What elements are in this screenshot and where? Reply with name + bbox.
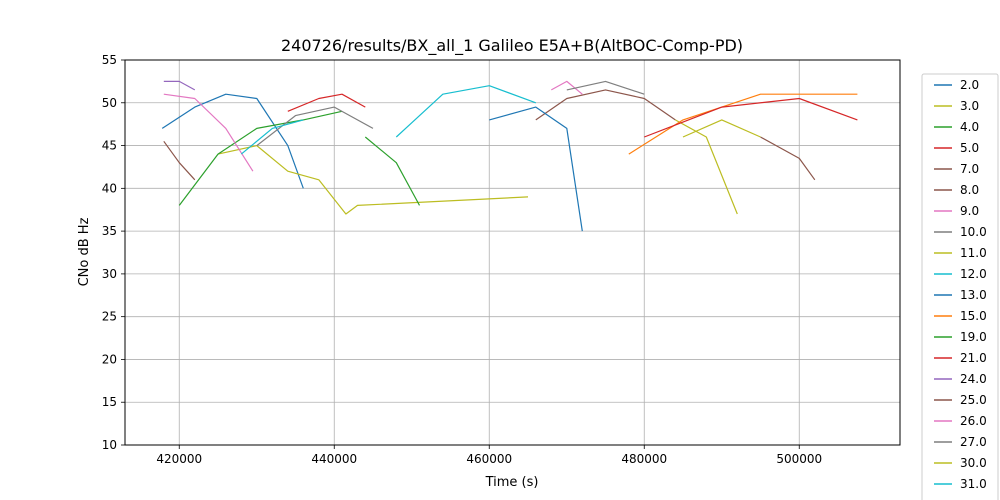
legend-label: 5.0 (960, 141, 979, 155)
y-tick-label: 40 (102, 181, 117, 195)
series-layer (161, 80, 858, 232)
y-tick-label: 30 (102, 267, 117, 281)
legend-label: 30.0 (960, 456, 987, 470)
legend-box (921, 73, 999, 500)
legend-label: 10.0 (960, 225, 987, 239)
legend-label: 15.0 (960, 309, 987, 323)
series-line-24-0 (163, 80, 196, 91)
legend-label: 13.0 (960, 288, 987, 302)
legend-label: 24.0 (960, 372, 987, 386)
legend-label: 11.0 (960, 246, 987, 260)
legend-label: 21.0 (960, 351, 987, 365)
x-axis-label: Time (s) (485, 475, 539, 490)
series-line-9-0 (163, 93, 254, 172)
x-tick-label: 440000 (311, 452, 357, 466)
y-tick-label: 20 (102, 352, 117, 366)
legend-label: 27.0 (960, 435, 987, 449)
legend-label: 31.0 (960, 477, 987, 491)
y-tick-label: 10 (102, 438, 117, 452)
y-tick-label: 50 (102, 96, 117, 110)
legend-label: 8.0 (960, 183, 979, 197)
series-line-19-0 (364, 136, 421, 206)
y-tick-label: 55 (102, 53, 117, 67)
x-tick-label: 420000 (156, 452, 202, 466)
y-tick-label: 15 (102, 395, 117, 409)
y-tick-label: 25 (102, 310, 117, 324)
legend-label: 12.0 (960, 267, 987, 281)
y-tick-label: 35 (102, 224, 117, 238)
x-tick-label: 480000 (621, 452, 667, 466)
series-line-10-0 (256, 106, 374, 147)
y-tick-label: 45 (102, 139, 117, 153)
x-tick-label: 460000 (466, 452, 512, 466)
legend: 2.0 3.0 4.0 5.0 7.0 8.0 9.0 10.0 11.0 12.0 13.0 15.… (921, 73, 999, 500)
series-line-7-0 (535, 89, 676, 121)
x-tick-label: 500000 (776, 452, 822, 466)
series-line-25-0 (760, 136, 816, 181)
legend-label: 3.0 (960, 99, 979, 113)
legend-label: 7.0 (960, 162, 979, 176)
legend-label: 25.0 (960, 393, 987, 407)
series-line-11-0 (675, 119, 738, 215)
plot-frame (124, 59, 901, 446)
legend-label: 26.0 (960, 414, 987, 428)
series-line-26-0 (551, 80, 583, 95)
chart-title: 240726/results/BX_all_1 Galileo E5A+B(Al… (281, 36, 743, 56)
series-line-31-0 (395, 85, 537, 138)
y-axis-label: CNo dB Hz (77, 217, 92, 286)
y-axis-ticks: 10 15 20 25 30 35 40 45 50 55 (102, 53, 125, 452)
series-line-4-0 (178, 110, 343, 206)
legend-label: 9.0 (960, 204, 979, 218)
series-line-27-0 (566, 80, 645, 95)
legend-label: 2.0 (960, 78, 979, 92)
legend-label: 4.0 (960, 120, 979, 134)
series-line-13-0 (489, 106, 583, 232)
x-axis-ticks: 420000 440000 460000 480000 500000 (156, 445, 822, 466)
series-line-8-0 (163, 140, 196, 181)
legend-label: 19.0 (960, 330, 987, 344)
series-line-5-0 (287, 93, 366, 112)
series-line-12-0 (240, 119, 304, 155)
series-line-30-0 (682, 119, 761, 138)
series-line-2-0 (161, 93, 304, 189)
series-line-21-0 (644, 97, 858, 138)
